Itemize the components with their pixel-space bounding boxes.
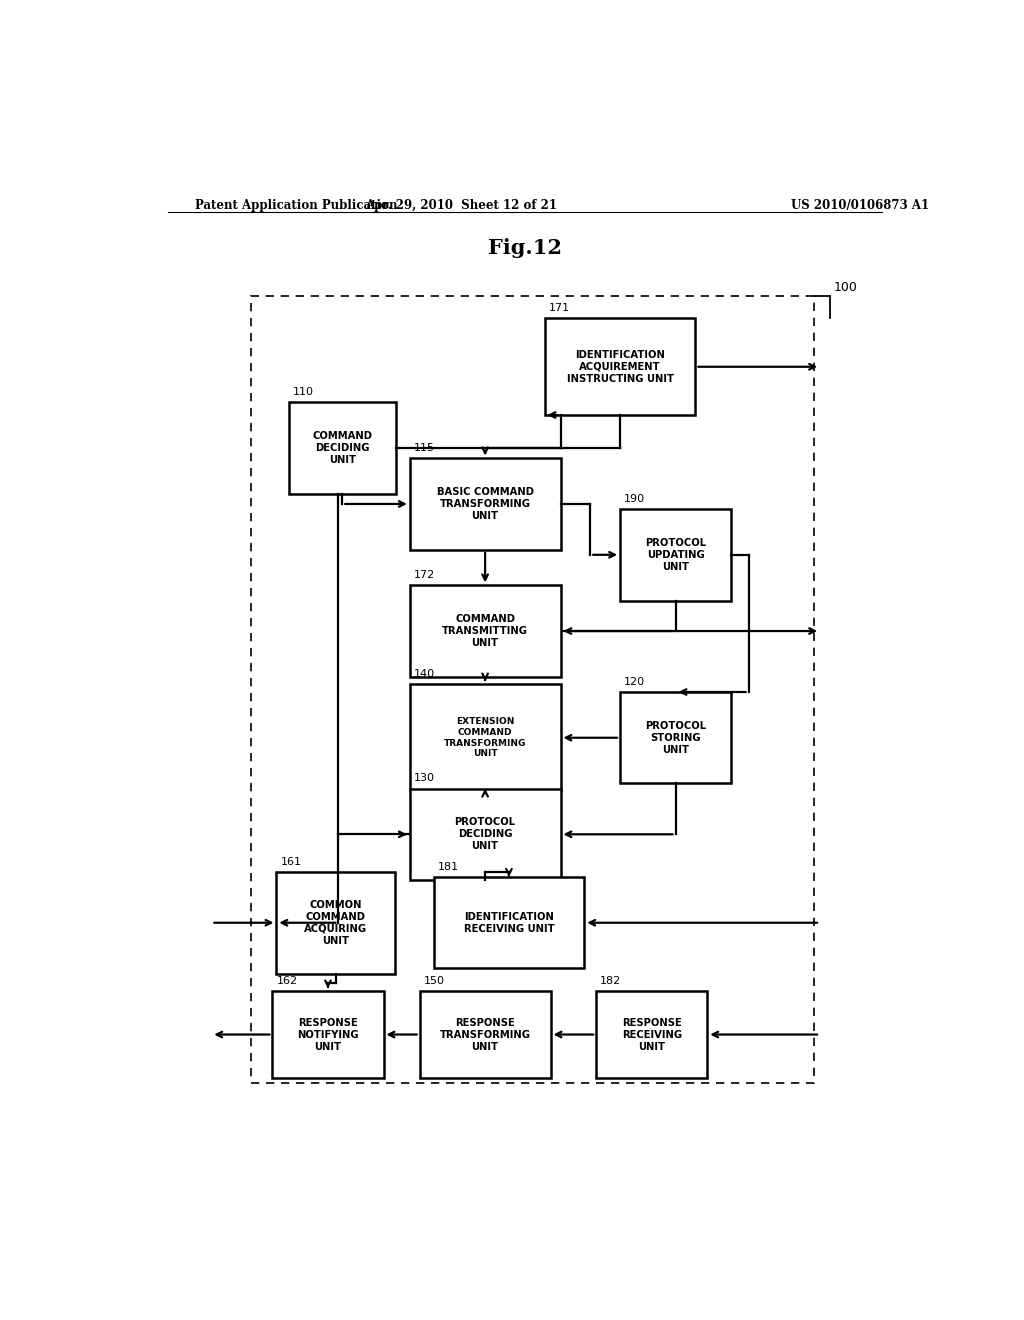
Text: 100: 100 bbox=[834, 281, 857, 293]
Bar bbox=[410, 585, 560, 677]
Text: RESPONSE
RECEIVING
UNIT: RESPONSE RECEIVING UNIT bbox=[622, 1018, 682, 1052]
Bar bbox=[410, 684, 560, 791]
Text: 120: 120 bbox=[624, 677, 645, 686]
Bar bbox=[410, 788, 560, 880]
Text: 150: 150 bbox=[424, 977, 444, 986]
Text: IDENTIFICATION
RECEIVING UNIT: IDENTIFICATION RECEIVING UNIT bbox=[464, 912, 554, 933]
Text: COMMAND
TRANSMITTING
UNIT: COMMAND TRANSMITTING UNIT bbox=[442, 614, 528, 648]
Text: 181: 181 bbox=[437, 862, 459, 873]
Text: Fig.12: Fig.12 bbox=[487, 238, 562, 257]
Text: PROTOCOL
UPDATING
UNIT: PROTOCOL UPDATING UNIT bbox=[645, 537, 707, 572]
Text: 130: 130 bbox=[414, 774, 435, 784]
Text: COMMON
COMMAND
ACQUIRING
UNIT: COMMON COMMAND ACQUIRING UNIT bbox=[304, 900, 368, 945]
Bar bbox=[596, 991, 708, 1077]
Text: Patent Application Publication: Patent Application Publication bbox=[196, 199, 398, 213]
Text: PROTOCOL
STORING
UNIT: PROTOCOL STORING UNIT bbox=[645, 721, 707, 755]
Bar bbox=[272, 991, 384, 1077]
Text: 115: 115 bbox=[414, 444, 435, 453]
Text: 110: 110 bbox=[293, 387, 313, 397]
Text: EXTENSION
COMMAND
TRANSFORMING
UNIT: EXTENSION COMMAND TRANSFORMING UNIT bbox=[444, 717, 526, 759]
Text: PROTOCOL
DECIDING
UNIT: PROTOCOL DECIDING UNIT bbox=[455, 817, 516, 851]
Text: 161: 161 bbox=[281, 857, 301, 867]
Text: COMMAND
DECIDING
UNIT: COMMAND DECIDING UNIT bbox=[312, 432, 373, 465]
Text: 171: 171 bbox=[549, 304, 569, 313]
Text: Apr. 29, 2010  Sheet 12 of 21: Apr. 29, 2010 Sheet 12 of 21 bbox=[366, 199, 557, 213]
Text: US 2010/0106873 A1: US 2010/0106873 A1 bbox=[791, 199, 929, 213]
Text: RESPONSE
TRANSFORMING
UNIT: RESPONSE TRANSFORMING UNIT bbox=[439, 1018, 530, 1052]
Text: RESPONSE
NOTIFYING
UNIT: RESPONSE NOTIFYING UNIT bbox=[297, 1018, 358, 1052]
Bar bbox=[251, 296, 814, 1084]
Text: BASIC COMMAND
TRANSFORMING
UNIT: BASIC COMMAND TRANSFORMING UNIT bbox=[436, 487, 534, 521]
Text: 162: 162 bbox=[276, 977, 298, 986]
Bar bbox=[433, 876, 585, 969]
Text: 140: 140 bbox=[414, 669, 435, 680]
Bar bbox=[289, 403, 396, 494]
Bar bbox=[545, 318, 695, 414]
Bar bbox=[420, 991, 551, 1077]
Text: 172: 172 bbox=[414, 570, 435, 581]
Bar bbox=[620, 692, 731, 784]
Text: IDENTIFICATION
ACQUIREMENT
INSTRUCTING UNIT: IDENTIFICATION ACQUIREMENT INSTRUCTING U… bbox=[566, 350, 674, 384]
Text: 182: 182 bbox=[600, 977, 622, 986]
Bar bbox=[276, 873, 395, 974]
Text: 190: 190 bbox=[624, 494, 645, 504]
Bar bbox=[410, 458, 560, 549]
Bar bbox=[620, 510, 731, 601]
